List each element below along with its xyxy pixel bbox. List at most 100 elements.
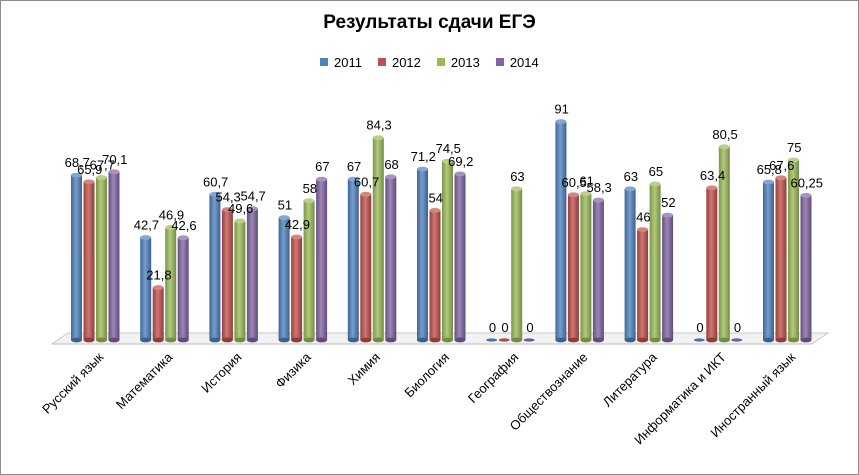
bar-face bbox=[152, 287, 164, 340]
bar-top bbox=[718, 144, 730, 150]
data-label-2013-6: 63 bbox=[510, 169, 524, 184]
bar-2011-4 bbox=[347, 176, 359, 343]
category-label-1: Математика bbox=[113, 349, 176, 412]
bar-bottom bbox=[511, 337, 523, 343]
legend-item-2014: 2014 bbox=[495, 54, 539, 70]
bar-2012-2 bbox=[221, 207, 233, 343]
data-label-2013-0: 67,7 bbox=[90, 158, 115, 173]
bar-face bbox=[718, 146, 730, 340]
bar-top bbox=[96, 175, 107, 180]
data-label-2012-4: 60,7 bbox=[354, 174, 379, 189]
data-label-2012-7: 60,5 bbox=[561, 175, 586, 190]
data-label-2014-10: 60,25 bbox=[790, 175, 823, 190]
bar-top bbox=[442, 158, 453, 164]
legend-item-2012: 2012 bbox=[377, 55, 421, 70]
bar-top bbox=[291, 234, 303, 240]
bar-top bbox=[775, 175, 787, 181]
bar-2012-6 bbox=[498, 338, 510, 342]
bar-2011-9 bbox=[693, 338, 705, 342]
bar-top bbox=[662, 212, 674, 218]
data-label-2011-5: 71,2 bbox=[411, 149, 436, 164]
bar-bottom bbox=[96, 337, 107, 343]
bar-face bbox=[83, 181, 95, 340]
bar-top bbox=[303, 198, 315, 204]
data-label-2013-2: 49,6 bbox=[228, 201, 253, 216]
bar-bottom bbox=[278, 337, 290, 343]
data-label-2011-9: 0 bbox=[696, 320, 703, 335]
bar-face bbox=[71, 175, 82, 340]
bar-bottom bbox=[209, 337, 221, 343]
bar-zero bbox=[731, 338, 743, 342]
data-label-2012-0: 65,9 bbox=[77, 162, 102, 177]
bar-face bbox=[291, 237, 303, 340]
bar-bottom bbox=[800, 337, 812, 343]
bar-bottom bbox=[303, 337, 315, 343]
bar-bottom bbox=[140, 337, 152, 343]
bar-2012-4 bbox=[360, 191, 372, 343]
bar-bottom bbox=[649, 337, 661, 343]
bar-2014-2 bbox=[246, 206, 258, 343]
bar-top bbox=[316, 176, 328, 182]
data-label-2014-2: 54,7 bbox=[240, 189, 265, 204]
bar-face bbox=[775, 177, 787, 340]
bar-face bbox=[417, 169, 428, 340]
bar-bottom bbox=[83, 337, 95, 343]
bar-2012-8 bbox=[637, 227, 649, 343]
legend-label-2014: 2014 bbox=[509, 54, 539, 70]
bar-bottom bbox=[152, 337, 164, 343]
data-label-2012-3: 42,9 bbox=[285, 217, 310, 232]
data-label-2014-5: 69,2 bbox=[448, 154, 473, 169]
bar-face bbox=[360, 194, 372, 340]
bar-top bbox=[165, 225, 177, 230]
bar-face bbox=[177, 237, 189, 340]
bar-top bbox=[417, 166, 428, 172]
bar-bottom bbox=[442, 337, 453, 343]
data-label-2011-10: 65,8 bbox=[757, 162, 782, 177]
bar-2012-9 bbox=[706, 185, 718, 343]
bar-top bbox=[580, 191, 592, 197]
legend-swatch-2012 bbox=[377, 58, 386, 66]
bar-face bbox=[347, 179, 359, 340]
bar-2014-0 bbox=[108, 169, 120, 343]
data-label-2014-6: 0 bbox=[526, 320, 533, 335]
legend-item-2011: 2011 bbox=[320, 55, 362, 70]
bar-2013-5 bbox=[442, 158, 453, 343]
bar-2014-3 bbox=[316, 176, 328, 343]
bar-bottom bbox=[718, 337, 730, 343]
bar-bottom bbox=[592, 337, 604, 343]
bar-top bbox=[592, 197, 604, 203]
bar-top bbox=[234, 218, 246, 224]
bar-2011-1 bbox=[140, 235, 152, 343]
bar-2012-5 bbox=[429, 208, 441, 343]
bar-bottom bbox=[775, 337, 787, 343]
data-label-2014-9: 0 bbox=[734, 320, 741, 335]
bar-top bbox=[800, 193, 812, 198]
bar-2013-9 bbox=[718, 144, 730, 343]
category-label-5: Биология bbox=[401, 350, 452, 401]
bar-face bbox=[246, 208, 258, 340]
bar-face bbox=[567, 194, 579, 340]
bar-top bbox=[763, 179, 774, 185]
bar-top bbox=[429, 208, 441, 213]
bar-bottom bbox=[624, 337, 636, 343]
bar-top bbox=[71, 172, 82, 178]
bar-bottom bbox=[246, 337, 258, 343]
category-label-2: История bbox=[198, 350, 244, 396]
chart-legend: 2011 2012 2013 2014 bbox=[320, 53, 555, 71]
bar-zero bbox=[693, 338, 705, 342]
bar-face bbox=[800, 195, 812, 340]
bar-face bbox=[278, 217, 290, 340]
bar-bottom bbox=[165, 337, 177, 343]
data-label-2014-8: 52 bbox=[661, 195, 675, 210]
bar-2011-7 bbox=[555, 119, 567, 343]
bar-face bbox=[442, 161, 453, 340]
bar-2012-10 bbox=[775, 175, 787, 343]
bar-face bbox=[649, 184, 661, 340]
data-label-2011-1: 42,7 bbox=[134, 218, 159, 233]
bar-top bbox=[385, 174, 397, 180]
legend-item-2013: 2013 bbox=[436, 55, 480, 70]
bar-top bbox=[108, 169, 120, 175]
bar-face bbox=[763, 182, 774, 340]
bar-face bbox=[624, 188, 636, 340]
data-label-2014-3: 67 bbox=[315, 159, 329, 174]
